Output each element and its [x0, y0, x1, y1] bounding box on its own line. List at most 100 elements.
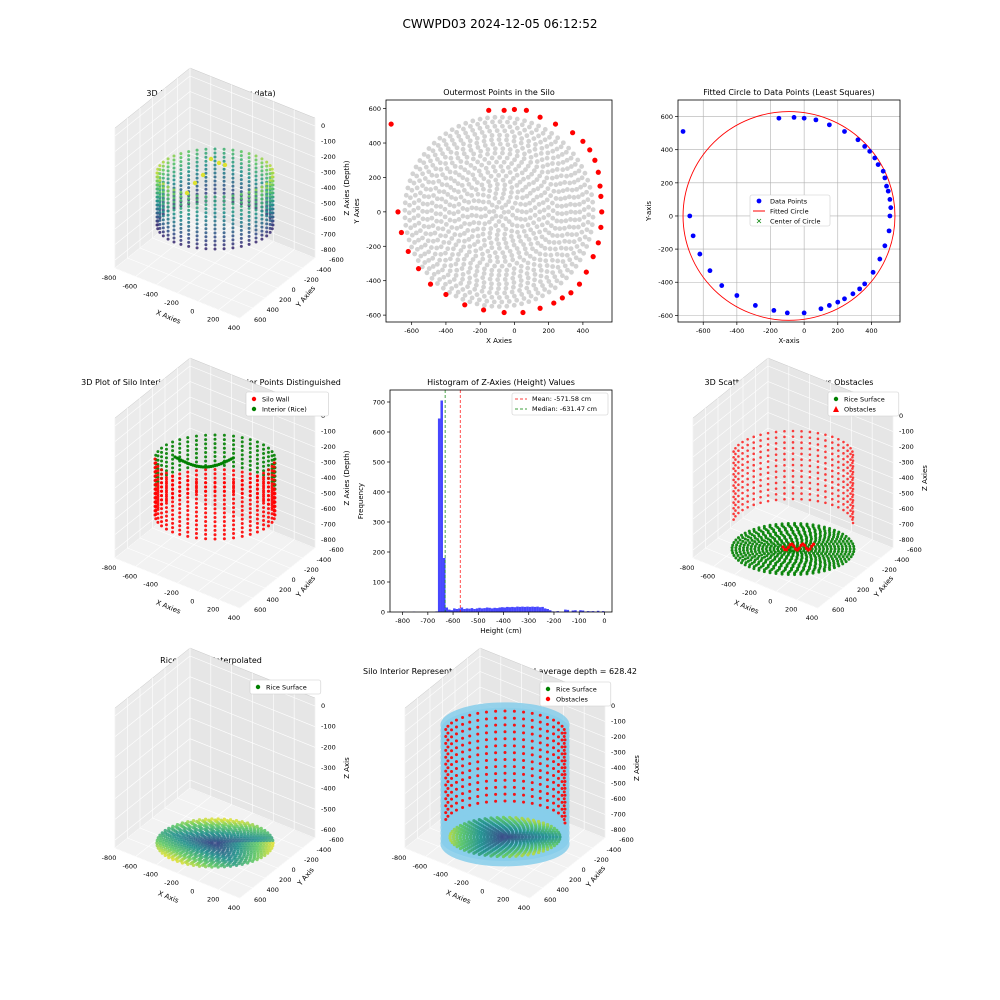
point	[240, 453, 244, 457]
interior-point	[519, 292, 525, 297]
obstacle-point	[783, 463, 786, 467]
obstacle-point	[816, 448, 820, 452]
data-point	[719, 283, 725, 288]
interior-point	[502, 258, 508, 264]
point	[161, 222, 165, 226]
point	[171, 457, 175, 461]
grid-line	[164, 227, 291, 279]
interior-point	[485, 248, 491, 254]
point	[254, 200, 258, 204]
point	[222, 481, 226, 485]
y-tick-label: 0	[582, 866, 586, 874]
surface-point	[158, 841, 162, 845]
obstacle-point	[842, 463, 845, 466]
point	[266, 515, 270, 519]
point	[164, 510, 168, 514]
interior-point	[572, 161, 578, 167]
interior-point	[537, 173, 543, 179]
interior-point	[487, 128, 493, 134]
point	[255, 526, 259, 530]
histogram-bar	[483, 608, 486, 612]
point	[266, 481, 270, 485]
interior-point	[537, 209, 543, 215]
point	[153, 461, 157, 465]
surface-point	[209, 851, 213, 855]
axes-frame	[677, 99, 901, 323]
obstacle-point	[759, 495, 762, 499]
x-tick-label: -600	[122, 572, 137, 580]
legend-marker	[251, 396, 257, 402]
obstacle-point	[476, 711, 480, 715]
interior-point	[479, 130, 485, 135]
x-tick-label: -200	[454, 879, 469, 887]
surface-point	[826, 557, 830, 561]
interior-point	[416, 197, 422, 203]
legend-entry: Silo Wall	[262, 396, 290, 404]
obstacle-point	[734, 514, 737, 518]
interior-point	[489, 303, 495, 309]
point	[213, 507, 217, 511]
obstacle-point	[851, 453, 855, 457]
interior-point	[546, 239, 552, 245]
point	[222, 442, 226, 446]
interior-point	[571, 250, 577, 256]
surface-point	[249, 838, 254, 843]
outer-point	[598, 193, 604, 199]
obstacle-point	[468, 789, 472, 793]
point	[213, 515, 217, 519]
point	[164, 464, 168, 468]
interior-point	[437, 135, 443, 141]
interior-point	[490, 141, 496, 147]
interior-point	[432, 251, 438, 257]
point	[172, 216, 176, 220]
y-tick-label: -600	[329, 836, 344, 844]
interior-point	[429, 245, 434, 250]
surface-point	[841, 539, 845, 543]
obstacle-point	[444, 734, 448, 738]
surface-point	[774, 572, 778, 576]
interior-point	[469, 185, 475, 191]
surface-point	[768, 538, 772, 542]
point	[213, 455, 217, 459]
grid-line	[767, 443, 894, 494]
point	[154, 517, 158, 521]
point	[260, 205, 264, 209]
interior-point	[466, 237, 472, 242]
interior-point	[488, 240, 494, 246]
interior-point	[474, 268, 480, 274]
interior-point	[499, 205, 505, 211]
point	[260, 185, 264, 189]
point	[161, 186, 165, 190]
obstacle-point	[737, 511, 740, 515]
interior-point	[550, 168, 555, 174]
interior-point	[525, 265, 531, 271]
y-tick-label: 0	[381, 609, 385, 617]
interior-point	[543, 258, 549, 264]
y-tick-label: -600	[619, 836, 634, 844]
point	[266, 450, 270, 454]
point	[164, 443, 168, 447]
interior-point	[564, 187, 570, 192]
obstacle-point	[824, 450, 827, 454]
obstacle-point	[842, 469, 845, 472]
interior-point	[438, 219, 444, 224]
z-tick-label: -100	[321, 428, 336, 436]
point	[155, 171, 159, 175]
interior-point	[417, 178, 422, 184]
point	[213, 503, 217, 507]
surface-point	[811, 571, 815, 575]
interior-point	[557, 226, 563, 232]
interior-point	[503, 202, 509, 208]
point	[248, 472, 252, 476]
interior-point	[437, 160, 443, 166]
interior-point	[455, 289, 461, 295]
point	[194, 484, 198, 488]
histogram-bar	[523, 606, 527, 612]
interior-point	[440, 226, 446, 232]
interior-point	[563, 218, 569, 224]
interior-point	[465, 228, 471, 233]
interior-point	[507, 151, 513, 157]
point	[222, 223, 226, 227]
interior-point	[526, 138, 532, 144]
